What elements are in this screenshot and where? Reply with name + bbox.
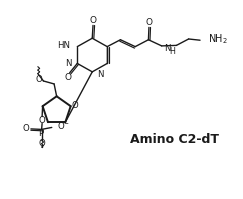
Text: O: O: [65, 73, 72, 82]
Text: O: O: [146, 19, 152, 27]
Text: N: N: [97, 70, 103, 79]
Text: O: O: [35, 75, 42, 84]
Text: O: O: [71, 101, 78, 110]
Text: N: N: [164, 44, 171, 53]
Text: H: H: [169, 47, 175, 56]
Text: O: O: [23, 124, 30, 133]
Text: N: N: [65, 60, 72, 68]
Text: O: O: [38, 139, 45, 148]
Text: Amino C2-dT: Amino C2-dT: [130, 133, 219, 145]
Text: O: O: [39, 116, 45, 125]
Text: NH$_2$: NH$_2$: [208, 32, 228, 46]
Text: P: P: [38, 129, 44, 138]
Text: O: O: [89, 17, 96, 25]
Text: O$^{-}$: O$^{-}$: [57, 120, 70, 132]
Text: HN: HN: [57, 41, 70, 50]
